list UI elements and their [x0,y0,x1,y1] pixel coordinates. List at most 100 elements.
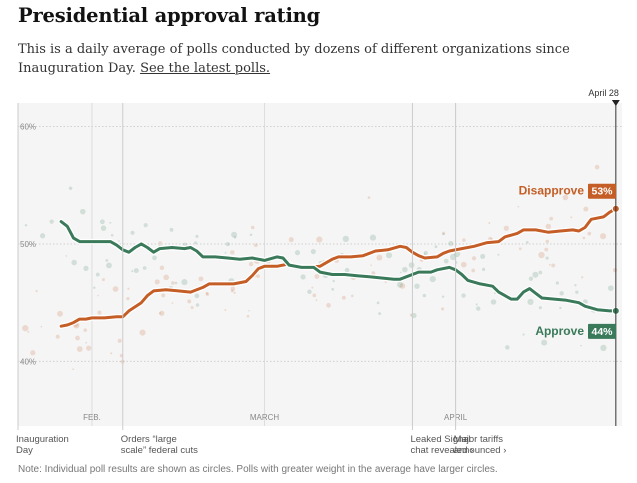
end-date-triangle [611,100,620,106]
poll-circle [376,301,380,305]
poll-circle [195,234,199,238]
poll-circle [171,302,174,304]
poll-circle [68,186,73,191]
horizontal-gridlines [18,125,622,362]
poll-circle [174,281,178,285]
poll-circle [462,238,466,242]
poll-circle [205,292,210,296]
annotation-text: Day [16,445,33,456]
poll-circle [414,283,420,289]
poll-circle [612,267,618,273]
poll-circle [83,265,89,271]
poll-circle [230,286,236,292]
poll-circle [118,240,120,242]
poll-circle [443,258,449,264]
poll-circle [490,237,493,240]
poll-circle [97,310,102,315]
poll-circle [127,287,130,290]
poll-circle [248,261,254,267]
poll-circle [488,221,491,224]
poll-circle [142,266,147,270]
poll-circle [100,225,107,231]
poll-circle [205,291,209,295]
poll-circle [169,227,174,232]
poll-circle [72,368,75,371]
poll-circle [567,330,571,334]
poll-circle [544,247,549,252]
poll-circle [386,252,393,259]
poll-circle [497,253,500,256]
poll-circle [233,235,237,239]
poll-circle [503,225,509,231]
poll-circle [161,293,166,298]
poll-circle [422,293,427,298]
y-tick-labels: 60% 50% 40% [20,122,36,366]
poll-circle [461,293,466,298]
poll-circle [312,293,317,298]
poll-circle [99,219,105,225]
poll-circle [399,283,406,289]
poll-circle [224,309,227,312]
value-badge-disapprove: 53% [591,186,613,198]
poll-circle [130,230,135,235]
poll-circle [250,225,255,230]
poll-circle [562,194,569,201]
poll-circle [300,274,306,280]
poll-circle [582,236,586,240]
value-badge-bg [588,323,616,339]
x-tick-label: FEB. [83,413,101,422]
poll-circle [224,251,227,254]
poll-circle [528,276,534,281]
poll-circle [545,256,549,260]
poll-circle [518,247,522,251]
poll-circle [538,270,543,275]
poll-circle [545,239,550,244]
poll-circle [378,312,382,316]
poll-circle [71,259,77,266]
poll-circle [22,325,29,332]
poll-circle [65,255,68,257]
latest-polls-link[interactable]: See the latest polls. [140,61,271,76]
poll-circle [408,262,415,269]
chart-subtitle: This is a daily average of polls conduct… [18,40,578,78]
poll-circle [194,241,198,245]
poll-circle [133,268,139,274]
y-tick-label: 40% [20,357,36,366]
poll-circle [326,302,331,308]
poll-circle [246,314,250,318]
poll-circle [27,330,30,333]
chart-title: Presidential approval rating [18,4,321,27]
poll-circle [517,205,520,208]
poll-circle [233,291,236,294]
poll-circle [75,335,80,341]
poll-circle [541,339,548,346]
poll-circle [110,352,113,355]
poll-circle [559,291,564,296]
poll-circle [131,270,134,273]
poll-circle [76,346,83,352]
poll-circle [159,265,165,271]
poll-circle [538,306,542,310]
poll-circle [35,289,38,293]
poll-circle [187,299,192,304]
poll-circle [171,281,175,285]
poll-circle [110,233,114,237]
poll-circle [57,310,63,317]
poll-circle [256,274,260,278]
poll-circle [152,255,157,261]
poll-circle [350,294,354,298]
poll-circle [230,250,235,255]
poll-circle [607,285,614,292]
poll-circle [434,245,438,249]
poll-circle [442,231,446,235]
poll-circle [253,243,258,248]
poll-circle [316,236,323,243]
poll-circle [195,303,200,307]
poll-circle [587,231,592,236]
poll-circle [376,254,383,261]
poll-circle [194,293,200,299]
poll-circle [460,261,467,268]
poll-circle [549,216,554,221]
poll-circle [400,271,402,274]
